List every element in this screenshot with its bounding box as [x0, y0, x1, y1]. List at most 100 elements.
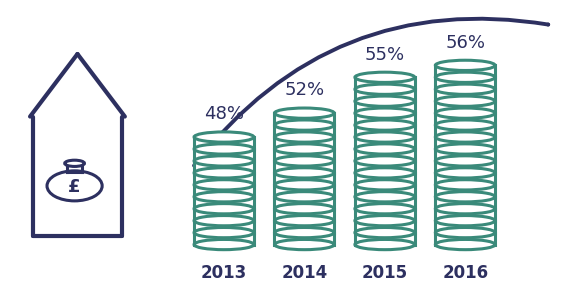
Bar	[194, 149, 254, 161]
Ellipse shape	[194, 180, 254, 190]
Ellipse shape	[436, 132, 495, 142]
Bar	[355, 185, 415, 197]
Bar	[274, 161, 334, 173]
Bar	[274, 221, 334, 233]
Ellipse shape	[436, 96, 495, 106]
Bar	[194, 185, 254, 197]
Ellipse shape	[436, 240, 495, 250]
Ellipse shape	[436, 72, 495, 82]
Bar	[355, 173, 415, 185]
Ellipse shape	[274, 204, 334, 214]
Bar	[194, 233, 254, 244]
Bar	[194, 137, 254, 149]
Bar	[436, 209, 495, 221]
Text: 48%: 48%	[204, 105, 244, 123]
Text: 2016: 2016	[442, 264, 488, 282]
Bar	[355, 197, 415, 209]
Ellipse shape	[274, 156, 334, 166]
Ellipse shape	[274, 215, 334, 226]
Ellipse shape	[355, 168, 415, 178]
Ellipse shape	[194, 132, 254, 142]
Bar	[436, 113, 495, 125]
Bar	[436, 65, 495, 77]
Ellipse shape	[194, 144, 254, 154]
Ellipse shape	[355, 227, 415, 238]
Bar	[194, 173, 254, 185]
Ellipse shape	[355, 156, 415, 166]
FancyArrowPatch shape	[194, 19, 548, 166]
Bar	[355, 101, 415, 113]
Ellipse shape	[436, 240, 495, 250]
Ellipse shape	[274, 192, 334, 202]
Bar	[274, 113, 334, 125]
Bar	[274, 149, 334, 161]
Bar	[355, 77, 415, 89]
Bar	[274, 209, 334, 221]
Bar	[355, 137, 415, 149]
Ellipse shape	[355, 192, 415, 202]
Ellipse shape	[355, 96, 415, 106]
Bar	[355, 89, 415, 101]
Ellipse shape	[436, 192, 495, 202]
Ellipse shape	[194, 168, 254, 178]
Ellipse shape	[436, 120, 495, 130]
Ellipse shape	[274, 168, 334, 178]
Ellipse shape	[355, 180, 415, 190]
Bar	[355, 233, 415, 244]
Ellipse shape	[355, 132, 415, 142]
Bar	[436, 173, 495, 185]
Ellipse shape	[274, 144, 334, 154]
Bar	[355, 161, 415, 173]
Text: 2015: 2015	[362, 264, 408, 282]
Ellipse shape	[355, 120, 415, 130]
Ellipse shape	[274, 132, 334, 142]
Bar	[194, 221, 254, 233]
Text: 55%: 55%	[365, 46, 405, 64]
Ellipse shape	[194, 204, 254, 214]
Ellipse shape	[274, 240, 334, 250]
Ellipse shape	[355, 240, 415, 250]
Ellipse shape	[436, 227, 495, 238]
Ellipse shape	[274, 180, 334, 190]
Bar	[194, 161, 254, 173]
Bar	[274, 173, 334, 185]
Ellipse shape	[355, 215, 415, 226]
Ellipse shape	[436, 215, 495, 226]
Text: 2013: 2013	[201, 264, 247, 282]
Ellipse shape	[274, 120, 334, 130]
Ellipse shape	[355, 84, 415, 94]
Bar	[436, 161, 495, 173]
Ellipse shape	[194, 240, 254, 250]
Ellipse shape	[355, 108, 415, 118]
Text: 56%: 56%	[445, 34, 485, 52]
Ellipse shape	[436, 84, 495, 94]
Bar	[355, 149, 415, 161]
Ellipse shape	[274, 227, 334, 238]
Ellipse shape	[436, 168, 495, 178]
Ellipse shape	[355, 144, 415, 154]
Bar	[436, 89, 495, 101]
Ellipse shape	[194, 215, 254, 226]
Ellipse shape	[436, 60, 495, 70]
Ellipse shape	[355, 72, 415, 82]
Ellipse shape	[194, 227, 254, 238]
Ellipse shape	[436, 108, 495, 118]
Ellipse shape	[194, 240, 254, 250]
Bar	[274, 137, 334, 149]
Ellipse shape	[274, 108, 334, 118]
Ellipse shape	[194, 156, 254, 166]
Ellipse shape	[355, 204, 415, 214]
Bar	[355, 209, 415, 221]
Bar	[355, 221, 415, 233]
Bar	[274, 197, 334, 209]
Bar	[436, 221, 495, 233]
Text: £: £	[68, 178, 81, 196]
Bar	[274, 125, 334, 137]
Ellipse shape	[436, 156, 495, 166]
Ellipse shape	[355, 240, 415, 250]
Bar	[194, 209, 254, 221]
Text: 52%: 52%	[284, 81, 324, 99]
Bar	[355, 113, 415, 125]
Bar	[194, 197, 254, 209]
Ellipse shape	[436, 180, 495, 190]
